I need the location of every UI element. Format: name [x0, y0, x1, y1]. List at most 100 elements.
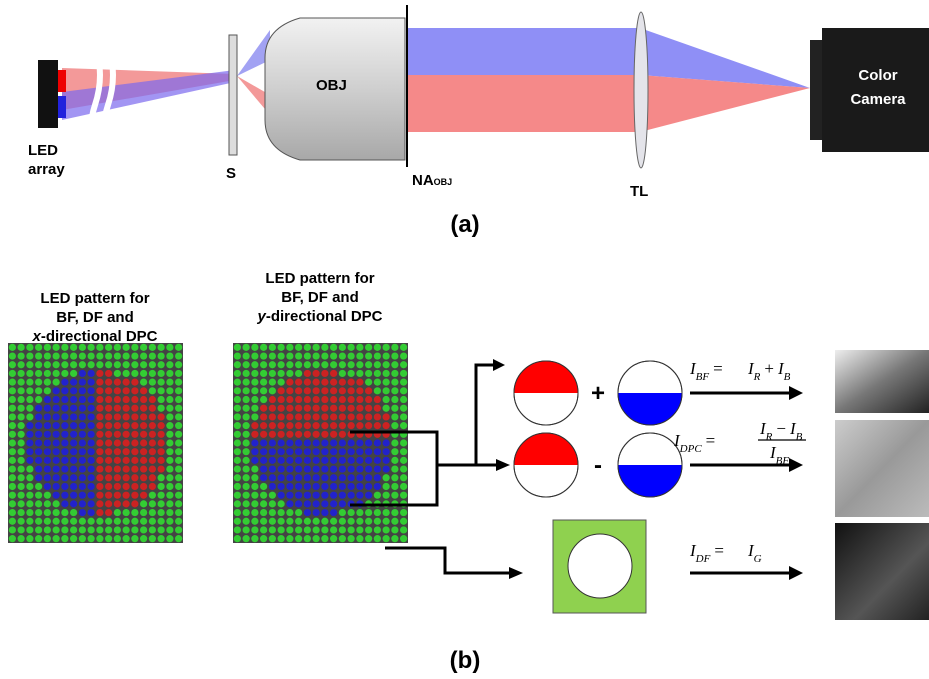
- led: [400, 535, 407, 542]
- led: [166, 352, 173, 359]
- led: [18, 457, 25, 464]
- subscript: BF: [696, 371, 710, 383]
- led: [260, 344, 267, 351]
- led: [35, 474, 42, 481]
- led: [243, 361, 250, 368]
- led: [26, 483, 33, 490]
- led: [18, 405, 25, 412]
- led-label: array: [28, 161, 65, 178]
- led: [26, 448, 33, 455]
- led: [278, 509, 285, 516]
- led: [123, 492, 130, 499]
- led: [18, 483, 25, 490]
- led: [44, 413, 51, 420]
- led: [175, 465, 182, 472]
- objective-label: OBJ: [316, 77, 347, 94]
- led: [269, 431, 276, 438]
- led: [269, 509, 276, 516]
- led: [9, 457, 16, 464]
- led: [356, 465, 363, 472]
- led: [400, 448, 407, 455]
- led: [88, 405, 95, 412]
- led: [304, 483, 311, 490]
- led: [9, 500, 16, 507]
- led: [26, 422, 33, 429]
- led: [105, 352, 112, 359]
- led: [260, 500, 267, 507]
- led: [304, 526, 311, 533]
- led: [365, 535, 372, 542]
- led: [131, 352, 138, 359]
- led: [321, 370, 328, 377]
- symbol: =: [713, 359, 723, 378]
- led: [158, 500, 165, 507]
- led: [114, 448, 121, 455]
- led: [149, 535, 156, 542]
- led: [123, 439, 130, 446]
- led: [304, 396, 311, 403]
- led: [131, 448, 138, 455]
- led: [348, 370, 355, 377]
- led: [140, 448, 147, 455]
- led: [131, 465, 138, 472]
- led: [158, 370, 165, 377]
- led: [131, 457, 138, 464]
- led: [356, 396, 363, 403]
- led: [88, 361, 95, 368]
- led: [304, 500, 311, 507]
- led: [53, 474, 60, 481]
- led: [251, 535, 258, 542]
- led: [149, 500, 156, 507]
- led: [339, 526, 346, 533]
- equation-part: IDF=: [689, 541, 724, 565]
- led: [131, 439, 138, 446]
- led: [35, 361, 42, 368]
- led: [330, 457, 337, 464]
- led: [330, 361, 337, 368]
- aperture-label: NAOBJ: [412, 172, 452, 189]
- led: [53, 379, 60, 386]
- led: [53, 526, 60, 533]
- led: [339, 413, 346, 420]
- led: [88, 448, 95, 455]
- led: [365, 448, 372, 455]
- led: [330, 439, 337, 446]
- led: [313, 405, 320, 412]
- led: [356, 379, 363, 386]
- led: [149, 526, 156, 533]
- led: [374, 361, 381, 368]
- panel-label: (b): [450, 647, 481, 674]
- subscript: R: [765, 431, 773, 443]
- led: [260, 413, 267, 420]
- led: [304, 535, 311, 542]
- led: [114, 422, 121, 429]
- led: [44, 500, 51, 507]
- led: [321, 344, 328, 351]
- led: [175, 422, 182, 429]
- led: [53, 509, 60, 516]
- led: [269, 361, 276, 368]
- led: [53, 431, 60, 438]
- led: [313, 396, 320, 403]
- led: [269, 465, 276, 472]
- led: [286, 439, 293, 446]
- led: [260, 439, 267, 446]
- led: [365, 492, 372, 499]
- led: [149, 483, 156, 490]
- led: [44, 457, 51, 464]
- led: [374, 422, 381, 429]
- subscript: B: [784, 371, 791, 383]
- led: [149, 457, 156, 464]
- led: [330, 413, 337, 420]
- led: [70, 500, 77, 507]
- led: [175, 526, 182, 533]
- led: [356, 387, 363, 394]
- led: [234, 352, 241, 359]
- led: [123, 465, 130, 472]
- led: [330, 352, 337, 359]
- led: [53, 352, 60, 359]
- half-fill: [618, 393, 682, 425]
- led: [61, 500, 68, 507]
- led: [35, 422, 42, 429]
- led: [365, 352, 372, 359]
